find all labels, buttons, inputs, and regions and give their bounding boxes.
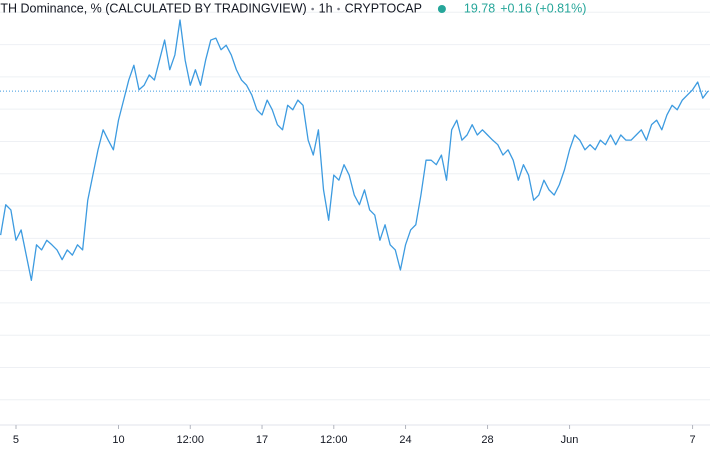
separator [311, 7, 314, 11]
x-tick-label: 7 [690, 434, 696, 446]
x-tick-label: 24 [399, 434, 411, 446]
x-tick-label: 5 [13, 434, 19, 446]
change: +0.16 (+0.81%) [500, 1, 586, 15]
x-tick-label: Jun [561, 434, 579, 446]
source: CRYPTOCAP [345, 1, 422, 15]
x-tick-label: 28 [481, 434, 493, 446]
x-tick-label: 12:00 [320, 434, 348, 446]
plot: 5 10 12:00 17 12:00 24 28 Jun 7 [0, 11, 710, 446]
interval: 1h [319, 1, 333, 15]
series-line [0, 19, 709, 281]
status-dot [437, 5, 446, 13]
last-value: 19.78 [464, 1, 495, 15]
separator [337, 7, 340, 11]
x-tick-label: 12:00 [176, 434, 204, 446]
x-tick-label: 17 [256, 434, 268, 446]
chart-title: ETH Dominance, % (CALCULATED BY TRADINGV… [0, 1, 307, 15]
x-tick-label: 10 [112, 434, 124, 446]
